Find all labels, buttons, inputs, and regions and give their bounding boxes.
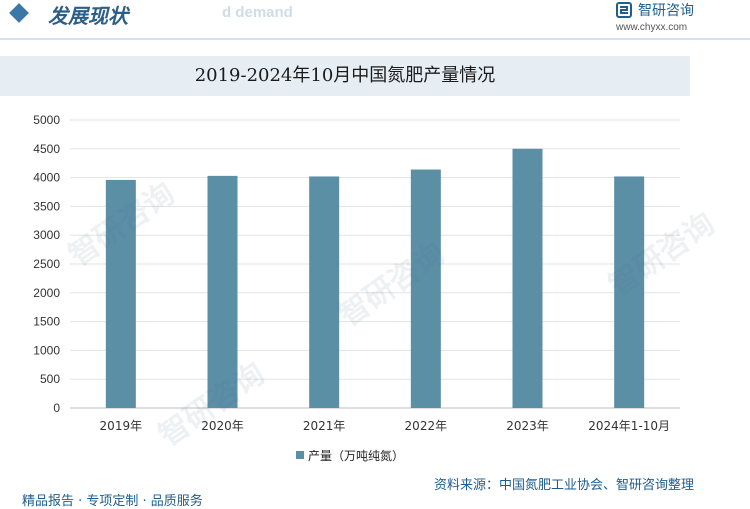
bar	[614, 176, 645, 408]
y-tick-label: 0	[53, 401, 60, 415]
bar	[309, 176, 340, 408]
y-tick-label: 3500	[33, 199, 60, 213]
section-diamond-icon	[9, 3, 29, 23]
y-tick-label: 2000	[33, 286, 60, 300]
y-tick-label: 4500	[33, 142, 60, 156]
legend-swatch	[296, 451, 304, 459]
x-tick-label: 2024年1-10月	[588, 419, 670, 433]
y-tick-label: 5000	[33, 113, 60, 127]
chart-title: 2019-2024年10月中国氮肥产量情况	[194, 65, 496, 86]
bar-chart: 0 500 1000 1500 2000 2500 3000 3500 4000 4500 5000…	[33, 113, 680, 433]
brand-logo-icon	[616, 2, 632, 18]
section-subtitle: d demand	[222, 4, 293, 21]
y-tick-label: 4000	[33, 171, 60, 185]
source-note: 资料来源：中国氮肥工业协会、智研咨询整理	[434, 478, 695, 493]
x-tick-label: 2023年	[506, 419, 549, 433]
y-tick-label: 500	[40, 372, 60, 386]
x-tick-label: 2019年	[100, 419, 143, 433]
x-tick-label: 2021年	[303, 419, 346, 433]
brand-name: 智研咨询	[638, 3, 694, 19]
legend-label: 产量（万吨纯氮）	[308, 449, 405, 463]
section-title: 发展现状	[48, 4, 128, 28]
bar	[512, 148, 543, 409]
brand-url: www.chyxx.com	[616, 22, 688, 33]
y-tick-label: 2500	[33, 257, 60, 271]
x-tick-label: 2022年	[405, 419, 448, 433]
chart-title-band	[0, 56, 690, 96]
bar	[207, 175, 238, 408]
bar	[410, 169, 441, 408]
x-tick-label: 2020年	[201, 419, 244, 433]
bar	[105, 179, 136, 408]
header-bar: 发展现状 d demand 智研咨询 www.chyxx.com	[0, 0, 750, 40]
y-tick-label: 3000	[33, 228, 60, 242]
header-divider	[0, 38, 750, 40]
y-tick-label: 1500	[33, 315, 60, 329]
y-tick-label: 1000	[33, 343, 60, 357]
